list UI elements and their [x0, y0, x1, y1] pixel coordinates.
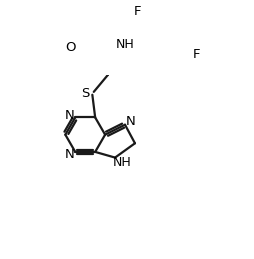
Text: F: F [192, 48, 199, 61]
Text: N: N [125, 116, 135, 128]
Text: S: S [81, 87, 89, 100]
Text: NH: NH [115, 39, 134, 52]
Text: F: F [133, 5, 140, 18]
Text: O: O [65, 41, 75, 54]
Text: N: N [65, 148, 74, 161]
Text: NH: NH [112, 156, 131, 169]
Text: N: N [65, 109, 74, 122]
